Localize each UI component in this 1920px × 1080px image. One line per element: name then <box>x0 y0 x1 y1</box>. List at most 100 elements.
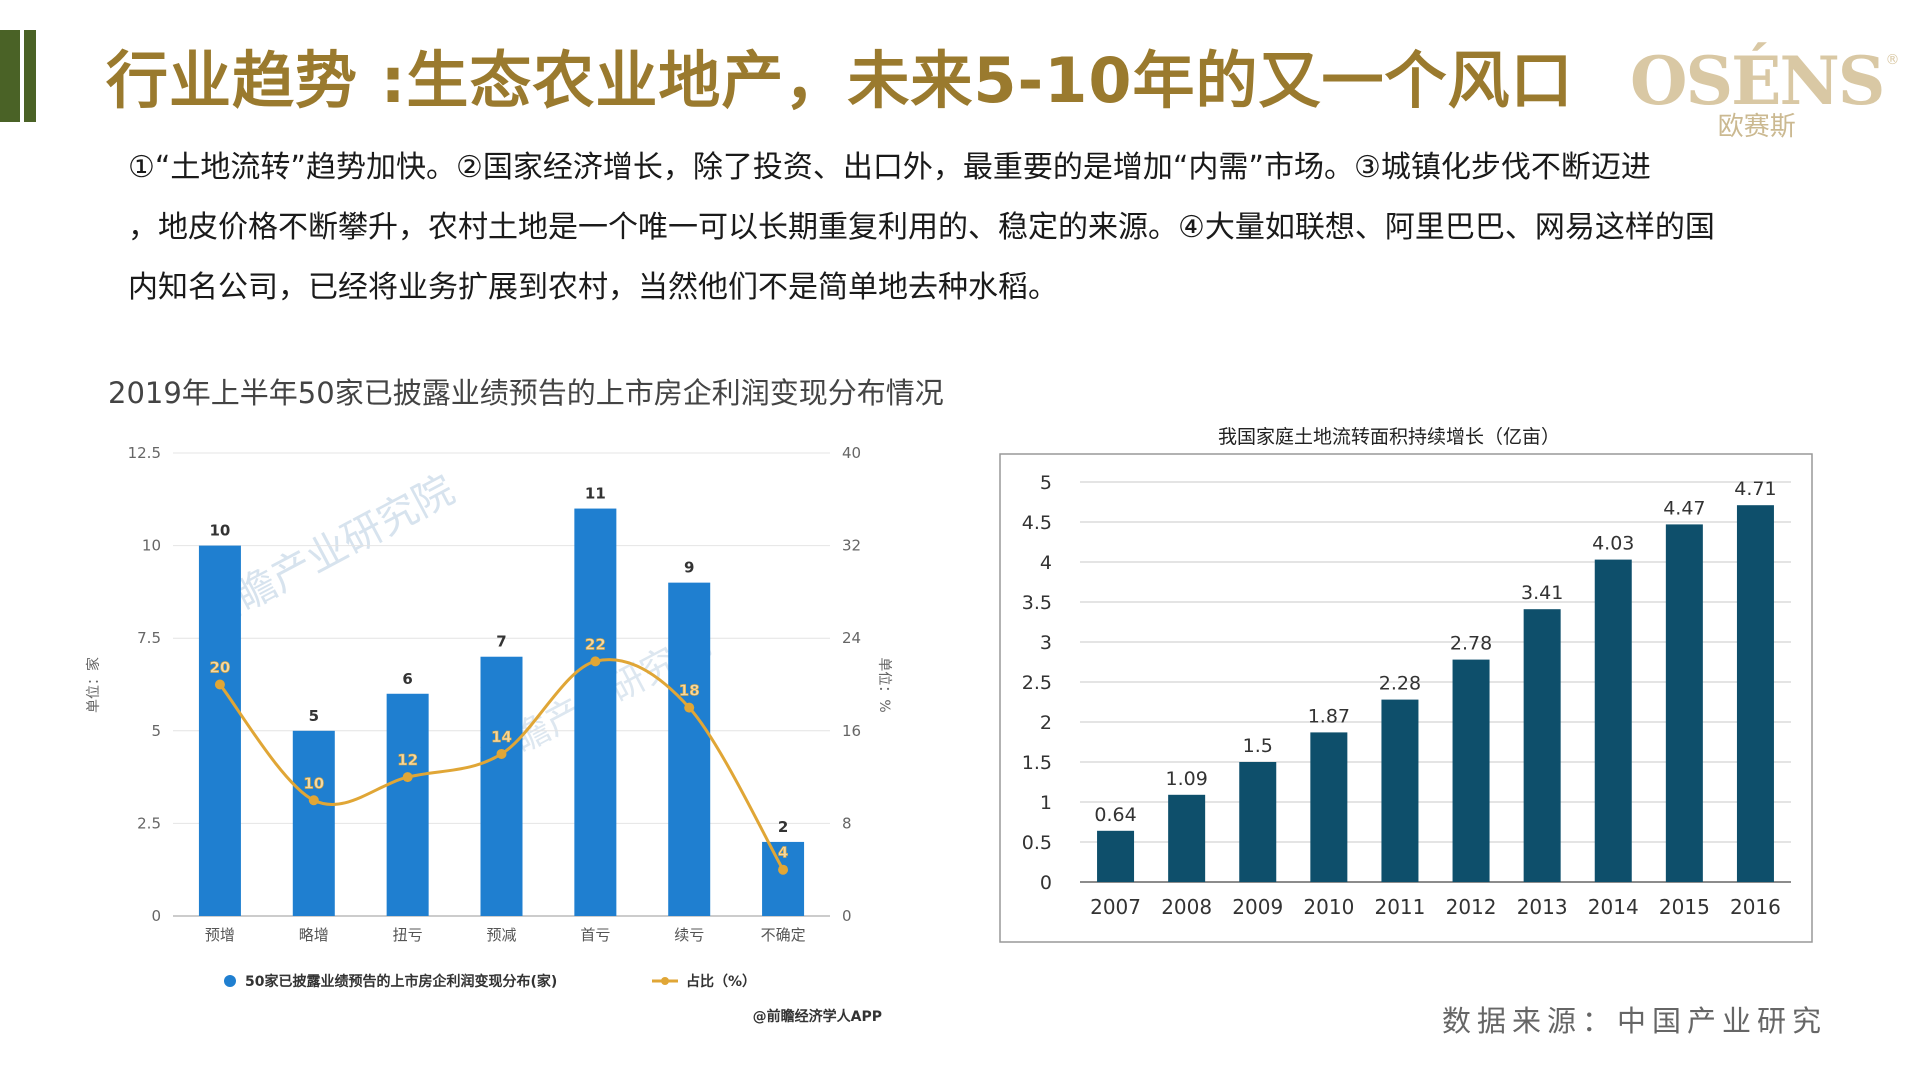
left-chart-title: 2019年上半年50家已披露业绩预告的上市房企利润变现分布情况 <box>108 376 944 410</box>
x-tick-label: 2007 <box>1090 895 1141 919</box>
y-tick-label: 0 <box>151 907 161 925</box>
brand-logo: OSÉNS 欧赛斯 ® <box>1630 42 1899 143</box>
legend-marker-dot <box>661 977 669 985</box>
logo-text-cn: 欧赛斯 <box>1717 112 1796 142</box>
y-tick-label: 5 <box>151 722 161 740</box>
bar <box>198 545 241 916</box>
x-tick-label: 首亏 <box>580 926 610 944</box>
bar-value-label: 1.09 <box>1165 768 1207 790</box>
x-tick-label: 2016 <box>1730 895 1781 919</box>
line-value-label: 22 <box>585 635 606 653</box>
right-chart-title: 我国家庭土地流转面积持续增长（亿亩） <box>1218 426 1561 448</box>
bar <box>1239 762 1277 882</box>
x-tick-label: 预增 <box>205 926 235 944</box>
y-tick-label: 4.5 <box>1022 512 1052 534</box>
x-tick-label: 2012 <box>1446 895 1497 919</box>
line-point <box>684 702 695 713</box>
line-point <box>308 795 319 806</box>
x-tick-label: 略增 <box>299 926 329 944</box>
paragraph-line: 内知名公司，已经将业务扩展到农村，当然他们不是简单地去种水稻。 <box>128 270 1058 305</box>
left-chart: 前瞻产业研究院前瞻产业研究院02.557.51012.50816243240单位… <box>85 444 892 1025</box>
bar <box>1736 505 1774 882</box>
bar-value-label: 0.64 <box>1094 804 1136 826</box>
line-value-label: 20 <box>209 659 230 677</box>
bar <box>1310 732 1348 882</box>
y2-tick-label: 0 <box>842 907 852 925</box>
line-point <box>778 864 789 875</box>
bar-value-label: 4.71 <box>1734 478 1776 500</box>
y2-tick-label: 24 <box>842 629 861 647</box>
y-tick-label: 2 <box>1040 712 1052 734</box>
legend-marker-bars <box>224 975 236 987</box>
logo-text-en: OSÉNS <box>1630 42 1885 120</box>
paragraph-line: ①“土地流转”趋势加快。②国家经济增长，除了投资、出口外，最重要的是增加“内需”… <box>128 150 1651 185</box>
bar-value-label: 9 <box>684 559 694 577</box>
line-value-label: 12 <box>397 751 418 769</box>
y-tick-label: 5 <box>1040 472 1052 494</box>
x-tick-label: 2014 <box>1588 895 1639 919</box>
y-tick-label: 2.5 <box>137 814 161 832</box>
bar-value-label: 5 <box>309 707 319 725</box>
bar-value-label: 4.47 <box>1663 497 1705 519</box>
y-tick-label: 2.5 <box>1022 672 1052 694</box>
line-value-label: 14 <box>491 728 512 746</box>
bar-value-label: 1.87 <box>1308 705 1350 727</box>
y-tick-label: 3 <box>1040 632 1052 654</box>
line-point <box>214 679 225 690</box>
paragraph-line: ，地皮价格不断攀升，农村土地是一个唯一可以长期重复利用的、稳定的来源。④大量如联… <box>128 210 1715 245</box>
trend-paragraph: ①“土地流转”趋势加快。②国家经济增长，除了投资、出口外，最重要的是增加“内需”… <box>128 138 1828 318</box>
bar <box>1097 830 1135 882</box>
line-point <box>590 656 601 667</box>
accent-bar-left <box>0 30 20 122</box>
y-tick-label: 4 <box>1040 552 1052 574</box>
x-tick-label: 预减 <box>486 926 516 944</box>
x-tick-label: 2013 <box>1517 895 1568 919</box>
bar <box>574 508 617 916</box>
bar <box>292 730 335 916</box>
legend-label-bars: 50家已披露业绩预告的上市房企利润变现分布(家) <box>245 973 557 990</box>
bar <box>1381 699 1419 882</box>
y-axis-label: 单位：家 <box>85 657 102 713</box>
bar <box>1594 559 1632 882</box>
x-tick-label: 扭亏 <box>393 926 423 944</box>
bar-value-label: 11 <box>585 485 606 503</box>
bar <box>480 656 523 916</box>
bar-value-label: 2.78 <box>1450 633 1492 655</box>
bar <box>386 693 429 916</box>
y2-tick-label: 40 <box>842 444 861 462</box>
bar <box>1168 794 1206 882</box>
bar-value-label: 7 <box>496 633 506 651</box>
y-tick-label: 10 <box>142 537 161 555</box>
bar-value-label: 3.41 <box>1521 582 1563 604</box>
page-title: 行业趋势 :生态农业地产，未来5-10年的又一个风口 <box>106 44 1574 117</box>
x-tick-label: 不确定 <box>761 926 806 944</box>
y-tick-label: 1.5 <box>1022 752 1052 774</box>
y-tick-label: 0 <box>1040 872 1052 894</box>
registered-mark: ® <box>1885 52 1900 68</box>
line-point <box>402 772 413 783</box>
x-tick-label: 2011 <box>1374 895 1425 919</box>
y-tick-label: 0.5 <box>1022 832 1052 854</box>
bar-value-label: 2.28 <box>1379 673 1421 695</box>
line-value-label: 10 <box>303 774 324 792</box>
x-tick-label: 2008 <box>1161 895 1212 919</box>
y-tick-label: 1 <box>1040 792 1052 814</box>
y-tick-label: 7.5 <box>137 629 161 647</box>
line-value-label: 4 <box>778 844 788 862</box>
chart-credit: @前瞻经济学人APP <box>753 1008 882 1025</box>
y-tick-label: 12.5 <box>128 444 161 462</box>
bar-value-label: 1.5 <box>1243 735 1273 757</box>
data-source-note: 数据来源：中国产业研究 <box>1442 1004 1828 1038</box>
accent-bar-right <box>24 30 36 122</box>
line-point <box>496 748 507 759</box>
y2-tick-label: 32 <box>842 537 861 555</box>
bar-value-label: 10 <box>209 522 230 540</box>
bar <box>668 582 711 916</box>
bar <box>762 841 805 916</box>
x-tick-label: 2009 <box>1232 895 1283 919</box>
y2-tick-label: 16 <box>842 722 861 740</box>
x-tick-label: 2015 <box>1659 895 1710 919</box>
y-tick-label: 3.5 <box>1022 592 1052 614</box>
right-chart: 0 0.5 1 1.5 2 2.5 3 3.5 4 4.5 5 0.64 2007 1.09 2008 1.5… <box>999 453 1813 943</box>
y2-axis-label: 单位：% <box>876 657 892 712</box>
